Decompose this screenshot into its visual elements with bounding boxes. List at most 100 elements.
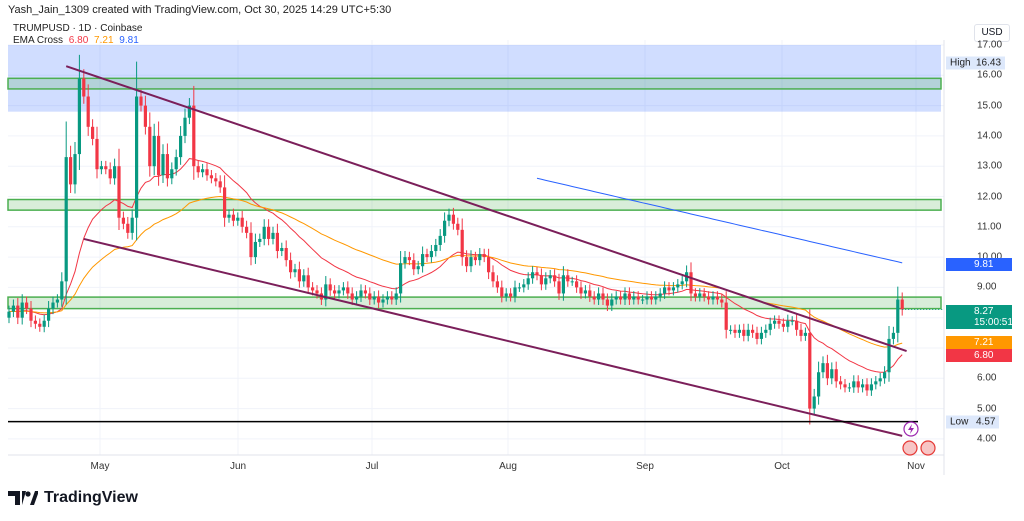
zone-green-1 — [7, 77, 942, 90]
candle — [231, 214, 235, 221]
candle — [69, 157, 73, 185]
candle — [451, 214, 455, 224]
candle — [187, 105, 191, 118]
ema-indicator-name: EMA Cross — [13, 35, 64, 46]
time-tick: Jul — [365, 461, 379, 472]
candle — [29, 308, 33, 321]
candle — [795, 320, 799, 330]
candle — [592, 296, 596, 300]
chart-credit: Yash_Jain_1309 created with TradingView.… — [8, 4, 392, 16]
candle — [381, 299, 385, 303]
candle — [751, 329, 755, 333]
candle — [566, 275, 570, 282]
candle — [73, 154, 77, 185]
candle — [619, 296, 623, 300]
candle — [689, 272, 693, 294]
candle — [218, 181, 222, 188]
candle — [610, 299, 614, 306]
candle — [812, 396, 816, 409]
us-flag-event-icon — [920, 440, 936, 456]
candle — [390, 296, 394, 300]
candle — [773, 320, 777, 324]
candle — [746, 329, 750, 336]
candle — [522, 284, 526, 288]
candle — [403, 257, 407, 264]
candle — [240, 217, 244, 227]
candle — [51, 302, 55, 309]
candle — [711, 296, 715, 300]
candle — [759, 332, 763, 339]
candle — [900, 299, 904, 310]
ema-slow-badge: 9.81 — [946, 258, 1012, 271]
candle — [139, 96, 143, 106]
ema-fast-badge: 6.80 — [946, 349, 1012, 362]
candle — [861, 384, 865, 388]
candle — [258, 238, 262, 242]
candle — [302, 275, 306, 282]
candle — [86, 96, 90, 127]
tradingview-logo-icon — [8, 491, 38, 505]
candle — [293, 269, 297, 273]
candle — [135, 96, 139, 218]
candle — [443, 220, 447, 236]
candle — [579, 287, 583, 294]
candle — [781, 323, 785, 327]
candle — [20, 302, 24, 318]
ema-slow-value: 9.81 — [119, 35, 139, 46]
low-label: Low — [946, 415, 973, 429]
candle — [99, 166, 103, 170]
ema-fast-value: 6.80 — [68, 35, 89, 46]
candle — [601, 293, 605, 300]
candle — [513, 287, 517, 297]
candle — [553, 275, 557, 282]
price-tick: 12.00 — [977, 191, 1003, 202]
candle — [38, 323, 42, 327]
candle — [42, 320, 46, 327]
currency-selector[interactable]: USD — [974, 24, 1010, 42]
candle — [183, 117, 187, 136]
candle — [487, 257, 491, 273]
bar-countdown: 15:00:51 — [974, 317, 1013, 328]
candle — [275, 232, 279, 252]
price-tick: 9.00 — [977, 281, 997, 293]
candle — [434, 244, 438, 252]
candle — [104, 166, 108, 170]
candle — [478, 254, 482, 261]
candle — [368, 293, 372, 300]
candle — [7, 311, 11, 318]
candle — [874, 381, 878, 385]
candle — [328, 284, 332, 291]
candle — [363, 290, 367, 294]
tradingview-logo[interactable]: TradingView — [8, 489, 138, 507]
candle — [500, 287, 504, 297]
ema-legend[interactable]: EMA Cross 6.80 7.21 9.81 — [13, 35, 139, 46]
candle — [284, 248, 288, 261]
candle — [825, 363, 829, 379]
candle — [768, 323, 772, 330]
candle — [201, 169, 205, 173]
candle — [852, 381, 856, 388]
us-flag-event-icon — [902, 440, 918, 456]
candle — [209, 175, 213, 179]
candle — [641, 299, 645, 301]
candle — [839, 381, 843, 385]
time-tick: Nov — [907, 461, 925, 472]
candle — [223, 187, 227, 218]
candle — [161, 154, 165, 176]
candle — [856, 381, 860, 388]
candle — [253, 241, 257, 258]
last-price-badge: 8.27 15:00:51 — [946, 305, 1013, 329]
price-tick: 6.00 — [977, 372, 997, 384]
candle — [570, 281, 574, 283]
candle — [429, 251, 433, 258]
candle — [165, 154, 169, 179]
candle — [337, 290, 341, 294]
time-tick: May — [90, 461, 110, 472]
candle — [715, 296, 719, 300]
candle — [623, 293, 627, 300]
candle — [636, 296, 640, 300]
high-value: 16.43 — [972, 56, 1006, 70]
candle — [143, 105, 147, 127]
time-tick: Aug — [499, 461, 517, 472]
